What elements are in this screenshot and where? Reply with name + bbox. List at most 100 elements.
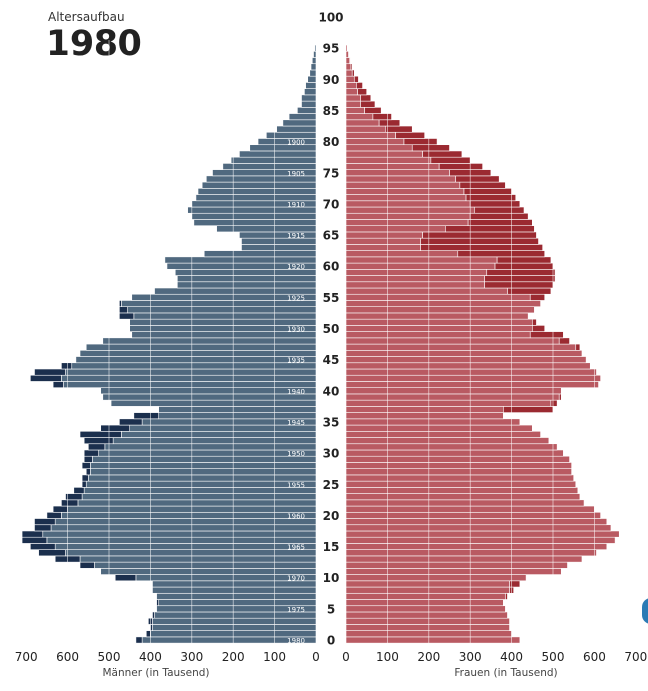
male-bar [197,188,317,195]
female-surplus-bar [531,325,546,332]
male-bar [239,150,317,158]
age-tick-label: 35 [323,415,340,429]
female-bar [345,94,361,102]
female-bar [345,374,601,382]
age-tick-label: 75 [323,166,340,180]
female-bar [345,244,421,251]
female-bar [345,325,533,332]
female-bar [345,181,461,189]
female-bar [345,57,351,65]
male-surplus-bar [30,374,62,382]
age-tick-label: 15 [323,540,340,554]
birth-year-label: 1900 [287,139,305,147]
male-bar [112,437,317,445]
male-bar [92,455,317,463]
birth-year-label: 1905 [287,170,305,178]
female-surplus-bar [509,580,521,588]
female-bar [345,387,562,395]
female-bar [345,536,616,544]
female-surplus-bar [467,219,533,227]
scroll-indicator[interactable] [642,598,648,624]
male-bar [46,536,317,544]
female-bar [345,381,599,388]
male-surplus-bar [81,462,91,469]
female-bar [345,368,597,376]
female-bar [345,443,558,451]
male-surplus-bar [52,381,64,388]
female-bar [345,119,380,127]
female-surplus-bar [469,212,529,220]
female-bar [345,150,423,158]
male-surplus-bar [34,524,52,532]
age-tick-label: 20 [323,509,340,523]
birth-year-label: 1955 [287,481,305,489]
male-bar [63,381,317,388]
male-bar [152,624,317,631]
male-bar [83,487,317,494]
male-surplus-bar [73,487,85,494]
chart-subtitle: Altersaufbau [48,10,125,24]
male-x-tick-label: 700 [15,650,38,664]
female-bar [345,511,601,519]
female-surplus-bar [395,131,425,139]
age-tick-label: 80 [323,135,340,149]
female-surplus-bar [484,281,554,289]
female-bar [345,44,348,52]
female-bar [345,200,471,208]
birth-year-label: 1910 [287,201,305,209]
male-bar [42,530,317,538]
birth-year-label: 1920 [287,263,305,271]
female-bar [345,568,562,575]
birth-year-label: 1965 [287,544,305,552]
female-x-tick-label: 0 [342,650,350,664]
male-bar [65,368,317,376]
female-bar [345,262,496,270]
male-bar [61,374,317,382]
male-surplus-bar [81,480,87,488]
age-tick-label: 90 [323,73,340,87]
male-bar [193,219,317,227]
female-axis-title: Frauen (in Tausend) [454,667,557,679]
age-tick-label: 10 [323,571,340,585]
female-bar [345,636,521,644]
female-surplus-bar [529,331,564,339]
female-surplus-bar [550,399,558,407]
female-surplus-bar [529,293,546,301]
male-bar [79,555,317,563]
female-surplus-bar [372,113,392,121]
female-bar [345,406,504,413]
age-tick-label: 30 [323,447,340,461]
male-surplus-bar [79,430,122,438]
age-tick-label: 5 [327,602,335,616]
male-surplus-bar [119,312,135,320]
female-bar [345,69,353,77]
female-bar [345,318,533,326]
female-bar [345,449,564,457]
female-bar [345,175,457,183]
male-bar [311,57,317,65]
female-bar [345,574,527,582]
female-x-tick-label: 300 [459,650,482,664]
age-tick-label: 25 [323,478,340,492]
male-bar [230,156,317,164]
female-surplus-bar [496,256,552,264]
female-bar [345,113,374,121]
male-x-tick-label: 600 [56,650,79,664]
age-tick-label: 45 [323,353,340,367]
female-surplus-bar [505,592,508,600]
age-tick-label: 50 [323,322,340,336]
male-bar [288,113,317,121]
male-bar [195,194,317,202]
male-bar [313,50,317,58]
male-bar [310,63,317,71]
female-surplus-bar [469,200,521,208]
male-bar [282,119,317,127]
male-bar [152,617,317,625]
birth-year-label: 1945 [287,419,305,427]
female-bar [345,493,581,501]
female-bar [345,480,577,488]
female-bar [345,586,510,594]
female-bar [345,188,465,195]
male-bar [127,306,317,314]
male-bar [133,312,317,320]
